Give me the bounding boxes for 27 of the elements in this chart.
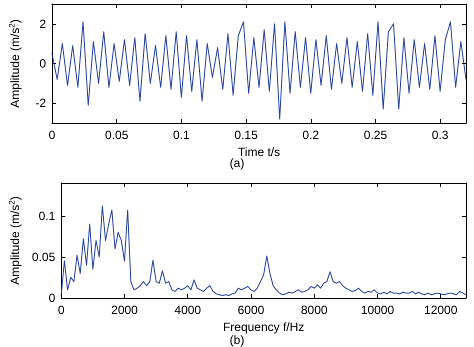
y-axis-title: Amplitude (m/s2) [8,19,22,108]
line-series [52,21,466,120]
y-tick-label: 2 [39,16,46,31]
line-series [60,206,466,296]
y-tick-label: -2 [35,96,46,110]
x-tick-label: 10000 [360,303,394,317]
x-tick-label: 0.1 [173,128,190,142]
x-axis-title: Time t/s [238,144,280,159]
x-axis-title: Frequency f/Hz [222,320,304,334]
x-tick-label: 0.05 [105,128,129,142]
x-tick-label: 0.15 [234,128,258,142]
y-tick-label: 0 [39,56,46,70]
x-tick-label: 0.25 [364,128,388,142]
x-tick-label: 12000 [424,303,458,317]
x-tick-label: 0 [58,303,65,317]
y-axis-title: Amplitude (m/s2) [8,196,22,285]
x-tick-label: 6000 [238,303,265,317]
text: (a) [230,156,244,170]
y-tick-label: 0 [48,291,56,305]
y-tick-label: 0.1 [38,208,56,223]
x-tick-label: 0.2 [302,128,320,142]
x-tick-label: 4000 [174,303,202,317]
x-tick-label: 2000 [111,303,138,317]
x-tick-label: 0.3 [432,128,449,142]
y-tick-label: 0.05 [32,250,56,264]
x-tick-label: 8000 [300,303,328,317]
text: (b) [230,333,244,347]
